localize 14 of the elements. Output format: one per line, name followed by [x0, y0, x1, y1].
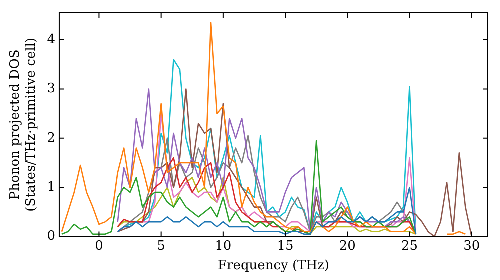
- y-tick-label: 3: [47, 82, 56, 97]
- x-tick-label: 30: [464, 238, 480, 254]
- x-tick-label: 15: [277, 238, 294, 254]
- x-tick-label: 10: [215, 238, 232, 254]
- y-tick-label: 0: [47, 229, 56, 244]
- y-axis-title: Phonon projected DOS (States/THz·primitive cell): [8, 38, 39, 212]
- y-tick-label: 2: [47, 130, 56, 146]
- x-tick-label: 0: [95, 238, 104, 254]
- y-tick-label: 4: [47, 32, 56, 48]
- y-tick-label: 1: [47, 180, 56, 195]
- x-tick-label: 25: [401, 238, 418, 254]
- x-tick-label: 20: [339, 238, 356, 254]
- x-tick-label: 5: [157, 238, 166, 254]
- x-axis-title: Frequency (THz): [218, 258, 330, 274]
